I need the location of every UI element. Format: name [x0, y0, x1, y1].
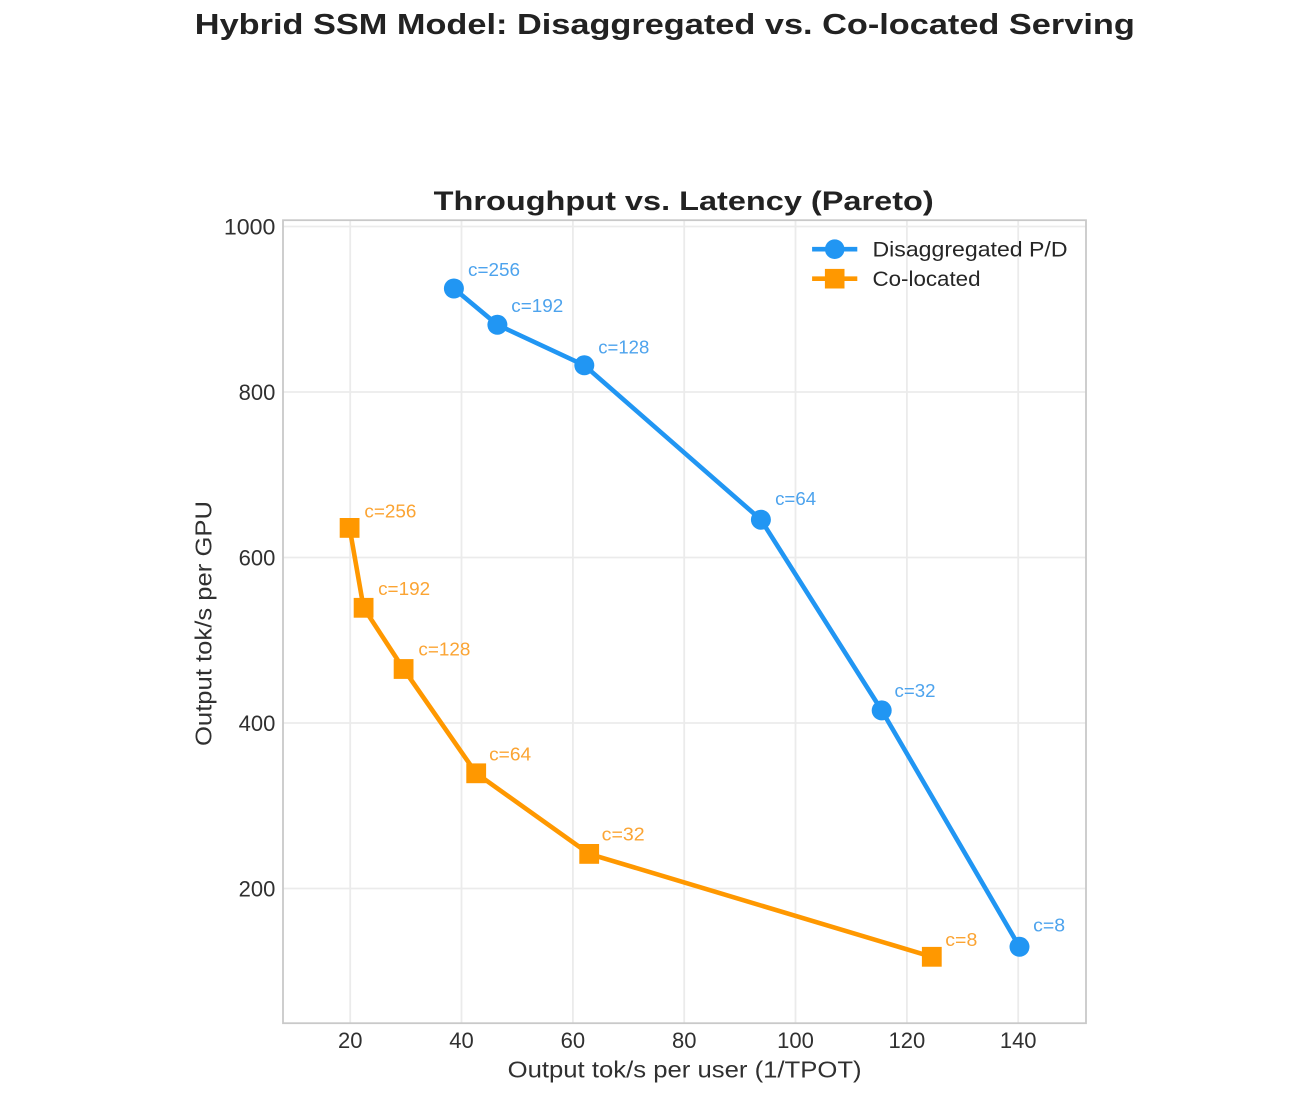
- svg-text:c=64: c=64: [489, 743, 531, 764]
- svg-text:c=8: c=8: [945, 929, 977, 950]
- svg-text:80: 80: [672, 1028, 696, 1053]
- svg-text:c=8: c=8: [1033, 914, 1065, 935]
- svg-text:60: 60: [561, 1028, 585, 1053]
- svg-text:140: 140: [1000, 1028, 1037, 1053]
- svg-text:400: 400: [239, 711, 276, 736]
- svg-text:40: 40: [449, 1028, 473, 1053]
- svg-text:c=192: c=192: [378, 578, 430, 599]
- svg-text:c=192: c=192: [511, 295, 563, 316]
- svg-text:c=128: c=128: [598, 337, 649, 358]
- svg-text:c=256: c=256: [468, 259, 520, 280]
- svg-text:Output tok/s per GPU: Output tok/s per GPU: [191, 501, 217, 746]
- svg-text:Output tok/s per user (1/TPOT): Output tok/s per user (1/TPOT): [508, 1057, 862, 1083]
- svg-text:20: 20: [338, 1028, 362, 1053]
- svg-text:Hybrid SSM Model: Disaggregate: Hybrid SSM Model: Disaggregated vs. Co-l…: [195, 9, 1135, 41]
- svg-text:200: 200: [239, 877, 276, 902]
- svg-text:120: 120: [889, 1028, 926, 1053]
- svg-text:c=32: c=32: [602, 824, 645, 845]
- svg-text:c=128: c=128: [418, 639, 470, 660]
- svg-text:Disaggregated P/D: Disaggregated P/D: [873, 239, 1068, 262]
- svg-text:c=256: c=256: [364, 500, 416, 521]
- svg-text:c=64: c=64: [775, 488, 816, 509]
- svg-text:Throughput vs. Latency (Pareto: Throughput vs. Latency (Pareto): [434, 186, 934, 216]
- svg-text:Co-located: Co-located: [873, 268, 981, 291]
- svg-text:600: 600: [239, 546, 276, 571]
- svg-text:c=32: c=32: [895, 680, 936, 701]
- svg-text:100: 100: [777, 1028, 814, 1053]
- svg-text:800: 800: [239, 380, 276, 405]
- svg-text:1000: 1000: [224, 215, 276, 240]
